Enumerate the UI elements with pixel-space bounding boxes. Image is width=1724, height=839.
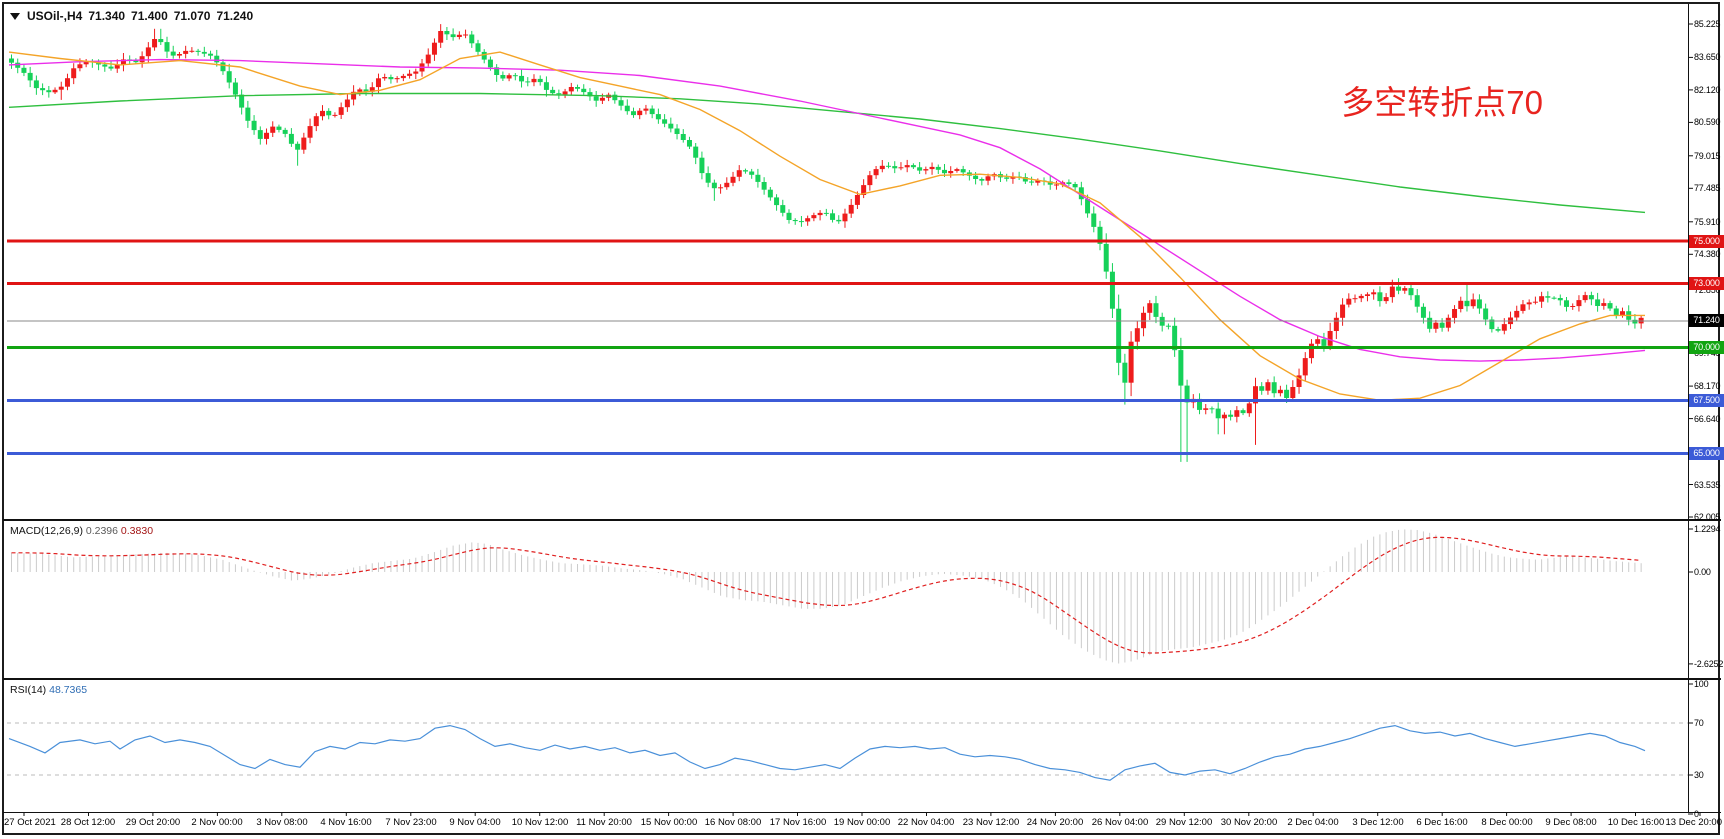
time-axis-label: 3 Dec 12:00: [1352, 817, 1404, 828]
time-axis-label: 28 Oct 12:00: [60, 817, 116, 828]
time-axis-label: 8 Dec 00:00: [1481, 817, 1533, 828]
price-axis-label: 77.485: [1694, 183, 1721, 193]
rsi-name: RSI(14): [10, 684, 47, 696]
price-axis-label: 74.380: [1694, 249, 1721, 259]
macd-signal-value: 0.3830: [120, 525, 154, 537]
ohlc-low: 71.070: [173, 9, 211, 23]
price-axis-border: [1688, 4, 1689, 813]
ohlc-close: 71.240: [216, 9, 254, 23]
price-axis-label: 66.640: [1694, 414, 1721, 424]
rsi-value: 48.7365: [49, 684, 88, 696]
price-axis-label: 63.535: [1694, 480, 1721, 490]
price-axis-label: 72.850: [1694, 285, 1721, 295]
time-axis-label: 3 Nov 08:00: [256, 817, 308, 828]
rsi-indicator-label: RSI(14) 48.7365: [10, 684, 87, 696]
price-axis-label: 83.650: [1694, 52, 1721, 62]
time-axis-label: 22 Nov 04:00: [897, 817, 955, 828]
time-axis-label: 19 Nov 00:00: [833, 817, 891, 828]
time-axis-label: 27 Oct 2021: [4, 817, 56, 828]
price-level-badge: 67.500: [1689, 394, 1724, 407]
rsi-axis-label: 30: [1694, 770, 1704, 780]
price-axis-label: 85.225: [1694, 19, 1721, 29]
macd-main-value: 0.2396: [85, 525, 118, 537]
price-axis-label: 79.015: [1694, 151, 1721, 161]
price-axis-label: 62.005: [1694, 512, 1721, 522]
symbol-name: USOil-,H4: [27, 9, 83, 23]
time-axis-label: 10 Nov 12:00: [511, 817, 569, 828]
time-axis-label: 2 Nov 00:00: [191, 817, 243, 828]
price-axis-label: 82.120: [1694, 85, 1721, 95]
time-axis-label: 17 Nov 16:00: [769, 817, 827, 828]
price-level-badge: 70.000: [1689, 341, 1724, 354]
time-axis-label: 29 Oct 20:00: [125, 817, 181, 828]
time-axis-label: 7 Nov 23:00: [385, 817, 437, 828]
main-macd-separator[interactable]: [3, 519, 1721, 521]
time-axis-label: 23 Nov 12:00: [962, 817, 1020, 828]
time-axis-label: 9 Nov 04:00: [449, 817, 501, 828]
time-axis-label: 9 Dec 08:00: [1545, 817, 1597, 828]
price-level-badge: 73.000: [1689, 277, 1724, 290]
time-axis-label: 11 Nov 20:00: [576, 817, 632, 828]
price-level-badge: 65.000: [1689, 447, 1724, 460]
macd-indicator-label: MACD(12,26,9) 0.2396 0.3830: [10, 525, 153, 537]
time-axis-border: [3, 812, 1721, 813]
price-level-badge: 71.240: [1689, 314, 1724, 327]
time-axis-label: 6 Dec 16:00: [1416, 817, 1468, 828]
symbol-header: USOil-,H4 71.340 71.400 71.070 71.240: [10, 9, 259, 23]
macd-rsi-separator[interactable]: [3, 678, 1721, 680]
time-axis-label: 13 Dec 20:00: [1665, 817, 1722, 828]
price-axis-label: 68.170: [1694, 381, 1721, 391]
ohlc-high: 71.400: [131, 9, 168, 23]
time-axis-label: 10 Dec 16:00: [1607, 817, 1665, 828]
rsi-axis-label: 0: [1694, 809, 1699, 819]
rsi-axis-label: 100: [1694, 679, 1709, 689]
rsi-axis-label: 70: [1694, 718, 1704, 728]
text-annotation: 多空转折点70: [1341, 84, 1543, 121]
time-axis-label: 4 Nov 16:00: [320, 817, 372, 828]
ohlc-open: 71.340: [88, 9, 126, 23]
macd-axis-label: 1.2294: [1694, 524, 1721, 534]
time-axis-label: 29 Nov 12:00: [1155, 817, 1213, 828]
time-axis-label: 16 Nov 08:00: [704, 817, 762, 828]
macd-axis-label: -2.6252: [1694, 659, 1724, 669]
price-axis-label: 75.910: [1694, 217, 1721, 227]
time-axis-label: 26 Nov 04:00: [1091, 817, 1149, 828]
price-axis-label: 80.590: [1694, 117, 1721, 127]
time-axis-label: 15 Nov 00:00: [640, 817, 698, 828]
macd-axis-label: 0.00: [1694, 567, 1711, 577]
time-axis-label: 24 Nov 20:00: [1026, 817, 1084, 828]
symbol-dropdown-icon[interactable]: [10, 13, 20, 21]
time-axis-label: 2 Dec 04:00: [1287, 817, 1339, 828]
macd-name: MACD(12,26,9): [10, 525, 83, 537]
price-level-badge: 75.000: [1689, 235, 1724, 248]
time-axis-label: 30 Nov 20:00: [1220, 817, 1278, 828]
